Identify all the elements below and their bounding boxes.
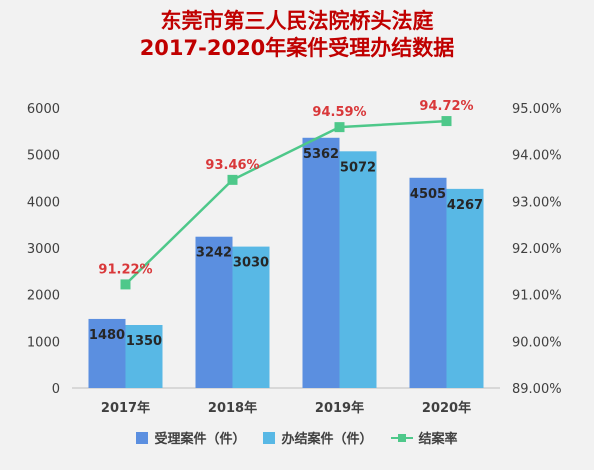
bar-accepted	[409, 177, 447, 388]
data-label-accepted: 3242	[196, 246, 232, 261]
y-right-tick-label: 92.00%	[512, 242, 562, 257]
data-label-closed: 1350	[126, 334, 162, 349]
bar-closed	[232, 246, 270, 388]
rate-swatch	[390, 432, 413, 444]
rate-line	[124, 119, 447, 286]
rate-label: 94.59%	[312, 105, 366, 120]
legend-item-rate: 结案率	[390, 428, 458, 447]
data-label-closed: 4267	[447, 198, 483, 213]
bar-closed	[125, 325, 163, 388]
rate-label: 93.46%	[205, 158, 259, 173]
y-left-tick-label: 2000	[27, 289, 60, 304]
legend-item-closed: 办结案件（件）	[263, 428, 373, 447]
legend-label-accepted: 受理案件（件）	[154, 432, 246, 447]
y-left-tick-label: 5000	[27, 149, 60, 164]
rate-point	[227, 174, 238, 185]
data-label-closed: 5072	[340, 160, 376, 175]
x-tick-label: 2020年	[422, 400, 471, 416]
y-right-tick-label: 94.00%	[512, 149, 562, 164]
y-left-tick-label: 3000	[27, 242, 60, 257]
y-left-tick-label: 1000	[27, 335, 60, 350]
y-left-tick-label: 0	[52, 382, 60, 397]
x-tick-label: 2017年	[101, 400, 150, 416]
closed-swatch	[263, 431, 276, 444]
y-left-tick-label: 6000	[27, 102, 60, 117]
legend-item-accepted: 受理案件（件）	[136, 428, 245, 447]
data-label-closed: 3030	[233, 256, 269, 271]
x-tick-label: 2018年	[208, 400, 257, 416]
rate-point	[441, 116, 452, 127]
rate-label: 91.22%	[98, 262, 152, 277]
chart-title: 东莞市第三人民法院桥头法庭 2017-2020年案件受理办结数据	[0, 8, 594, 62]
legend: 受理案件（件） 办结案件（件） 结案率	[0, 428, 594, 447]
y-right-tick-label: 90.00%	[512, 335, 562, 350]
y-right-tick-label: 93.00%	[512, 195, 562, 210]
chart-title-line-2: 2017-2020年案件受理办结数据	[139, 36, 455, 60]
legend-label-closed: 办结案件（件）	[281, 432, 373, 447]
chart-title-line-1: 东莞市第三人民法院桥头法庭	[160, 9, 434, 33]
legend-label-rate: 结案率	[418, 432, 458, 447]
bar-closed	[339, 151, 377, 388]
y-right-tick-label: 89.00%	[512, 382, 562, 397]
bar-closed	[446, 188, 484, 388]
data-label-accepted: 5362	[303, 147, 339, 162]
data-label-accepted: 4505	[410, 187, 446, 202]
bar-accepted	[88, 318, 126, 388]
y-right-tick-label: 91.00%	[512, 289, 562, 304]
rate-point	[120, 279, 131, 290]
accepted-swatch	[136, 431, 149, 444]
y-right-tick-label: 95.00%	[512, 102, 562, 117]
y-left-tick-label: 4000	[27, 195, 60, 210]
rate-label: 94.72%	[419, 99, 473, 114]
rate-point	[334, 122, 345, 133]
bar-accepted	[195, 236, 233, 388]
bar-accepted	[302, 137, 340, 388]
data-label-accepted: 1480	[89, 328, 125, 343]
x-tick-label: 2019年	[315, 400, 364, 416]
